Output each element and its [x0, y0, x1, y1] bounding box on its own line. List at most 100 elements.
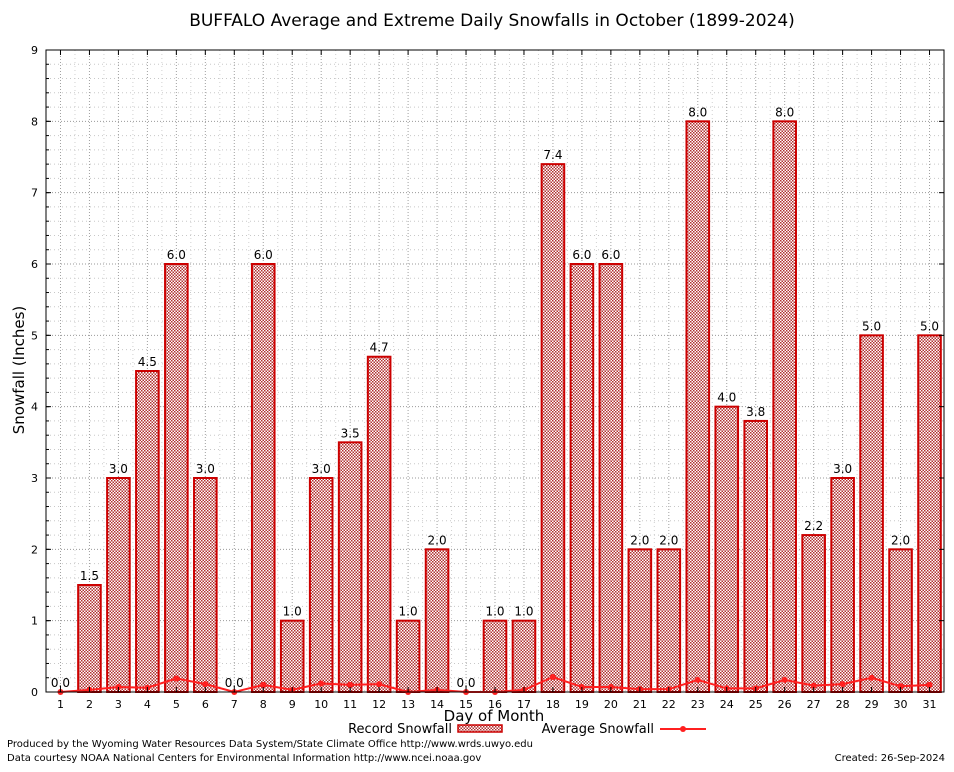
average-point-day-8 [260, 681, 267, 688]
x-tick-label: 12 [372, 698, 386, 711]
average-point-day-6 [202, 681, 209, 688]
bar-value-label: 1.0 [283, 605, 302, 619]
x-tick-label: 17 [517, 698, 531, 711]
y-tick-label: 3 [31, 472, 38, 485]
bar-day-22 [656, 548, 682, 693]
average-point-day-26 [781, 676, 788, 683]
x-tick-label: 7 [231, 698, 238, 711]
x-tick-label: 26 [778, 698, 792, 711]
bar-day-23 [685, 120, 711, 694]
average-point-day-28 [839, 681, 846, 688]
bar-value-label: 1.0 [514, 605, 533, 619]
x-tick-label: 28 [836, 698, 850, 711]
average-point-day-5 [173, 675, 180, 682]
bar-day-3 [106, 477, 131, 693]
x-tick-label: 20 [604, 698, 618, 711]
legend-label-average: Average Snowfall [542, 722, 654, 737]
bar-day-12 [366, 355, 392, 693]
bar-value-label: 4.0 [717, 391, 736, 405]
y-tick-label: 7 [31, 187, 38, 200]
x-tick-label: 25 [749, 698, 763, 711]
bars [77, 120, 942, 694]
bar-day-30 [888, 548, 913, 693]
bar-value-label: 0.0 [225, 676, 244, 690]
bar-value-label: 3.0 [833, 462, 852, 476]
bar-value-label: 3.0 [312, 462, 331, 476]
x-tick-label: 27 [807, 698, 821, 711]
y-tick-label: 0 [31, 686, 38, 699]
x-tick-label: 22 [662, 698, 676, 711]
bar-day-29 [859, 334, 884, 693]
average-point-day-23 [694, 676, 701, 683]
y-tick-label: 1 [31, 615, 38, 628]
average-point-day-29 [868, 674, 875, 681]
bar-day-21 [627, 548, 653, 693]
bar-value-label: 2.0 [428, 533, 447, 547]
x-tick-label: 15 [459, 698, 473, 711]
legend: Record Snowfall Average Snowfall [348, 722, 706, 737]
bar-day-9 [279, 619, 305, 694]
x-tick-label: 14 [430, 698, 444, 711]
bar-day-13 [395, 619, 421, 694]
bar-value-label: 3.5 [341, 426, 360, 440]
bar-value-label: 0.0 [456, 676, 475, 690]
x-tick-label: 1 [57, 698, 64, 711]
y-axis-label: Snowfall (Inches) [10, 306, 28, 434]
bar-day-8 [250, 263, 276, 693]
bar-value-label: 0.0 [51, 676, 70, 690]
y-tick-label: 8 [31, 115, 38, 128]
bar-value-label: 8.0 [775, 105, 794, 119]
x-tick-label: 9 [289, 698, 296, 711]
x-tick-label: 29 [865, 698, 879, 711]
average-point-day-18 [549, 674, 556, 681]
bar-value-label: 3.0 [109, 462, 128, 476]
x-tick-label: 30 [894, 698, 908, 711]
x-tick-label: 6 [202, 698, 209, 711]
y-tick-label: 2 [31, 543, 38, 556]
average-point-day-11 [347, 681, 354, 688]
average-point-day-10 [318, 680, 325, 687]
legend-swatch-record [457, 724, 503, 733]
bar-day-5 [164, 263, 189, 693]
x-axis-label: Day of Month [444, 707, 545, 725]
bar-day-11 [337, 441, 363, 694]
x-tick-label: 18 [546, 698, 560, 711]
x-tick-label: 3 [115, 698, 122, 711]
y-tick-label: 4 [31, 401, 38, 414]
bar-value-label: 8.0 [688, 105, 707, 119]
bar-value-label: 3.0 [196, 462, 215, 476]
bar-value-label: 2.0 [630, 533, 649, 547]
y-tick-label: 9 [31, 44, 38, 57]
bar-value-label: 4.7 [370, 341, 389, 355]
legend-swatch-average-point [680, 726, 686, 732]
bar-day-26 [772, 120, 797, 694]
average-point-day-31 [926, 681, 933, 688]
bar-value-label: 2.2 [804, 519, 823, 533]
bar-day-28 [830, 477, 855, 693]
bar-day-6 [193, 477, 218, 693]
bar-day-16 [482, 619, 508, 694]
bar-value-label: 6.0 [572, 248, 591, 262]
x-tick-label: 24 [720, 698, 734, 711]
x-tick-label: 21 [633, 698, 647, 711]
bar-day-25 [743, 419, 769, 693]
average-point-day-12 [376, 681, 383, 688]
x-tick-label: 8 [260, 698, 267, 711]
y-tick-label: 6 [31, 258, 38, 271]
bar-day-17 [511, 619, 537, 694]
average-point-day-30 [897, 683, 904, 690]
bar-value-label: 2.0 [659, 533, 678, 547]
x-tick-label: 13 [401, 698, 415, 711]
bar-day-31 [917, 334, 942, 693]
footer-courtesy: Data courtesy NOAA National Centers for … [7, 753, 482, 764]
bar-day-24 [714, 405, 740, 693]
bar-day-18 [540, 163, 566, 693]
x-tick-label: 5 [173, 698, 180, 711]
bar-day-4 [135, 370, 160, 693]
bar-value-label: 3.8 [746, 405, 765, 419]
bar-value-label: 5.0 [862, 319, 881, 333]
x-tick-label: 31 [923, 698, 937, 711]
